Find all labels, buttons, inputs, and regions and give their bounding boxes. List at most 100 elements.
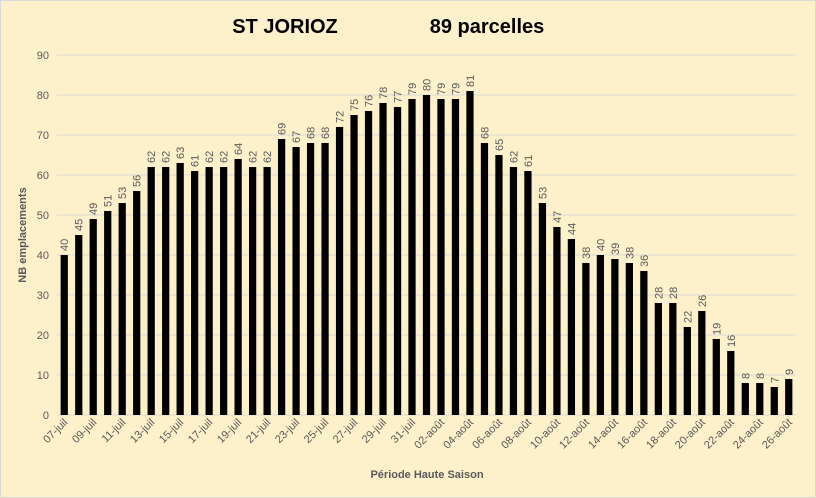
x-tick-label: 13-juil [128,417,157,446]
bar [524,171,532,415]
data-label: 81 [465,75,477,87]
data-label: 62 [161,151,173,163]
bar [596,255,605,415]
x-tick-label: 17-juil [186,417,215,446]
data-label: 39 [610,243,622,255]
y-tick-label: 60 [37,170,49,182]
bar [611,259,619,415]
data-label: 53 [117,187,129,199]
bar [75,235,83,415]
x-tick-label: 27-juil [331,417,360,446]
data-label: 75 [349,99,361,111]
x-tick-label: 18-août [644,417,679,452]
data-label: 28 [653,287,665,299]
data-label: 22 [682,311,694,323]
bar [509,167,518,415]
bar [248,167,257,415]
bar [234,159,242,415]
y-tick-label: 20 [37,330,49,342]
data-label: 63 [175,147,187,159]
bar [451,99,460,415]
y-axis-label: NB emplacements [17,187,29,282]
bar [654,303,662,415]
bar [277,139,286,415]
bar [379,103,387,415]
bar [582,263,590,415]
bar [321,143,329,415]
data-label: 68 [479,127,491,139]
bar [495,155,503,415]
data-label: 79 [436,83,448,95]
data-label: 8 [755,373,767,379]
y-tick-label: 30 [37,290,49,302]
x-tick-label: 22-août [702,417,737,452]
data-label: 62 [262,151,274,163]
data-label: 62 [248,151,260,163]
data-label: 79 [450,83,462,95]
data-label: 61 [190,155,202,167]
y-tick-label: 0 [43,410,49,422]
x-tick-label: 26-août [760,417,795,452]
x-tick-label: 19-juil [215,417,244,446]
data-label: 67 [291,131,303,143]
bar [770,387,778,415]
data-label: 69 [277,123,289,135]
data-label: 45 [74,219,86,231]
data-label: 77 [393,91,405,103]
chart-subtitle: 89 parcelles [430,16,545,38]
x-tick-label: 09-juil [70,417,99,446]
data-label: 49 [88,203,100,215]
x-tick-label: 11-juil [100,417,129,446]
x-axis-label: Période Haute Saison [370,469,483,481]
bar [220,167,228,415]
bar [205,167,213,415]
bar [422,95,431,415]
bar [306,143,315,415]
y-tick-label: 10 [37,370,49,382]
data-label: 28 [668,287,680,299]
bar [89,219,97,415]
bar [480,143,489,415]
bar [785,379,793,415]
x-tick-label: 20-août [673,417,708,452]
data-label: 62 [219,151,231,163]
bar [553,227,561,415]
bar [567,239,576,415]
y-tick-label: 40 [37,250,49,262]
data-label: 62 [204,151,216,163]
x-tick-label: 04-août [441,417,476,452]
y-tick-label: 80 [37,90,49,102]
bar [162,167,170,415]
data-label: 16 [726,335,738,347]
x-tick-label: 16-août [615,417,650,452]
bar [437,99,445,415]
data-label: 8 [740,373,752,379]
data-label: 38 [581,247,593,259]
bar [104,211,112,415]
data-label: 7 [769,377,781,383]
data-label: 72 [335,111,347,123]
x-tick-label: 06-août [470,417,505,452]
bar [335,127,344,415]
bar [60,255,68,415]
data-label: 80 [422,79,434,91]
bar [727,351,735,415]
data-label: 62 [146,151,158,163]
data-label: 65 [494,139,506,151]
data-label: 68 [320,127,332,139]
data-label: 53 [537,187,549,199]
data-label: 9 [784,369,796,375]
data-label: 64 [233,143,245,155]
data-label: 78 [378,87,390,99]
x-tick-label: 02-août [412,417,447,452]
x-tick-label: 15-juil [157,417,186,446]
bar [669,303,677,415]
x-tick-label: 12-août [557,417,592,452]
data-label: 56 [132,175,144,187]
bar [408,99,416,415]
bar [712,339,720,415]
data-label: 79 [407,83,419,95]
bar [640,271,648,415]
bar [538,203,547,415]
